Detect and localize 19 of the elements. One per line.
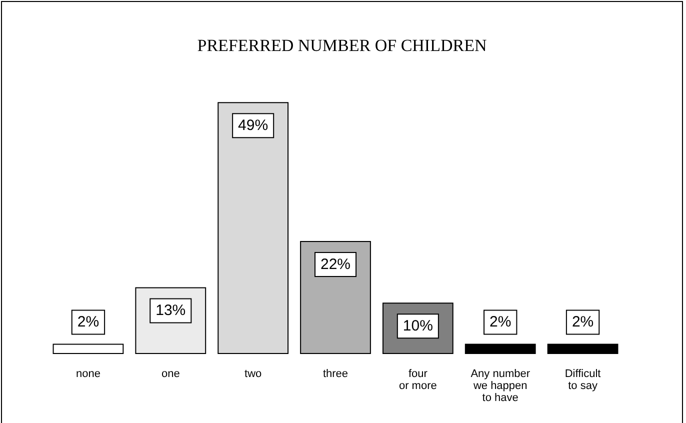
data-label: 2%: [490, 314, 512, 331]
data-label: 49%: [238, 117, 268, 134]
x-tick-label: none: [76, 368, 100, 380]
x-tick-label: two: [244, 368, 262, 380]
x-tick-label: three: [322, 368, 348, 380]
bar: [218, 102, 289, 354]
x-tick-label: four or more: [398, 368, 437, 392]
x-tick-label: Any number we happen to have: [470, 368, 530, 404]
data-label: 13%: [156, 302, 186, 320]
data-label: 10%: [402, 318, 433, 335]
chart-title: PREFERRED NUMBER OF CHILDREN: [197, 36, 487, 55]
data-label: 2%: [572, 314, 594, 331]
bar: [464, 344, 536, 354]
bar: [52, 344, 124, 354]
x-tick-label: one: [161, 368, 180, 380]
data-label: 22%: [320, 256, 351, 273]
data-label: 2%: [77, 314, 100, 331]
x-tick-label: Difficult to say: [564, 368, 601, 392]
bar: [547, 344, 618, 354]
